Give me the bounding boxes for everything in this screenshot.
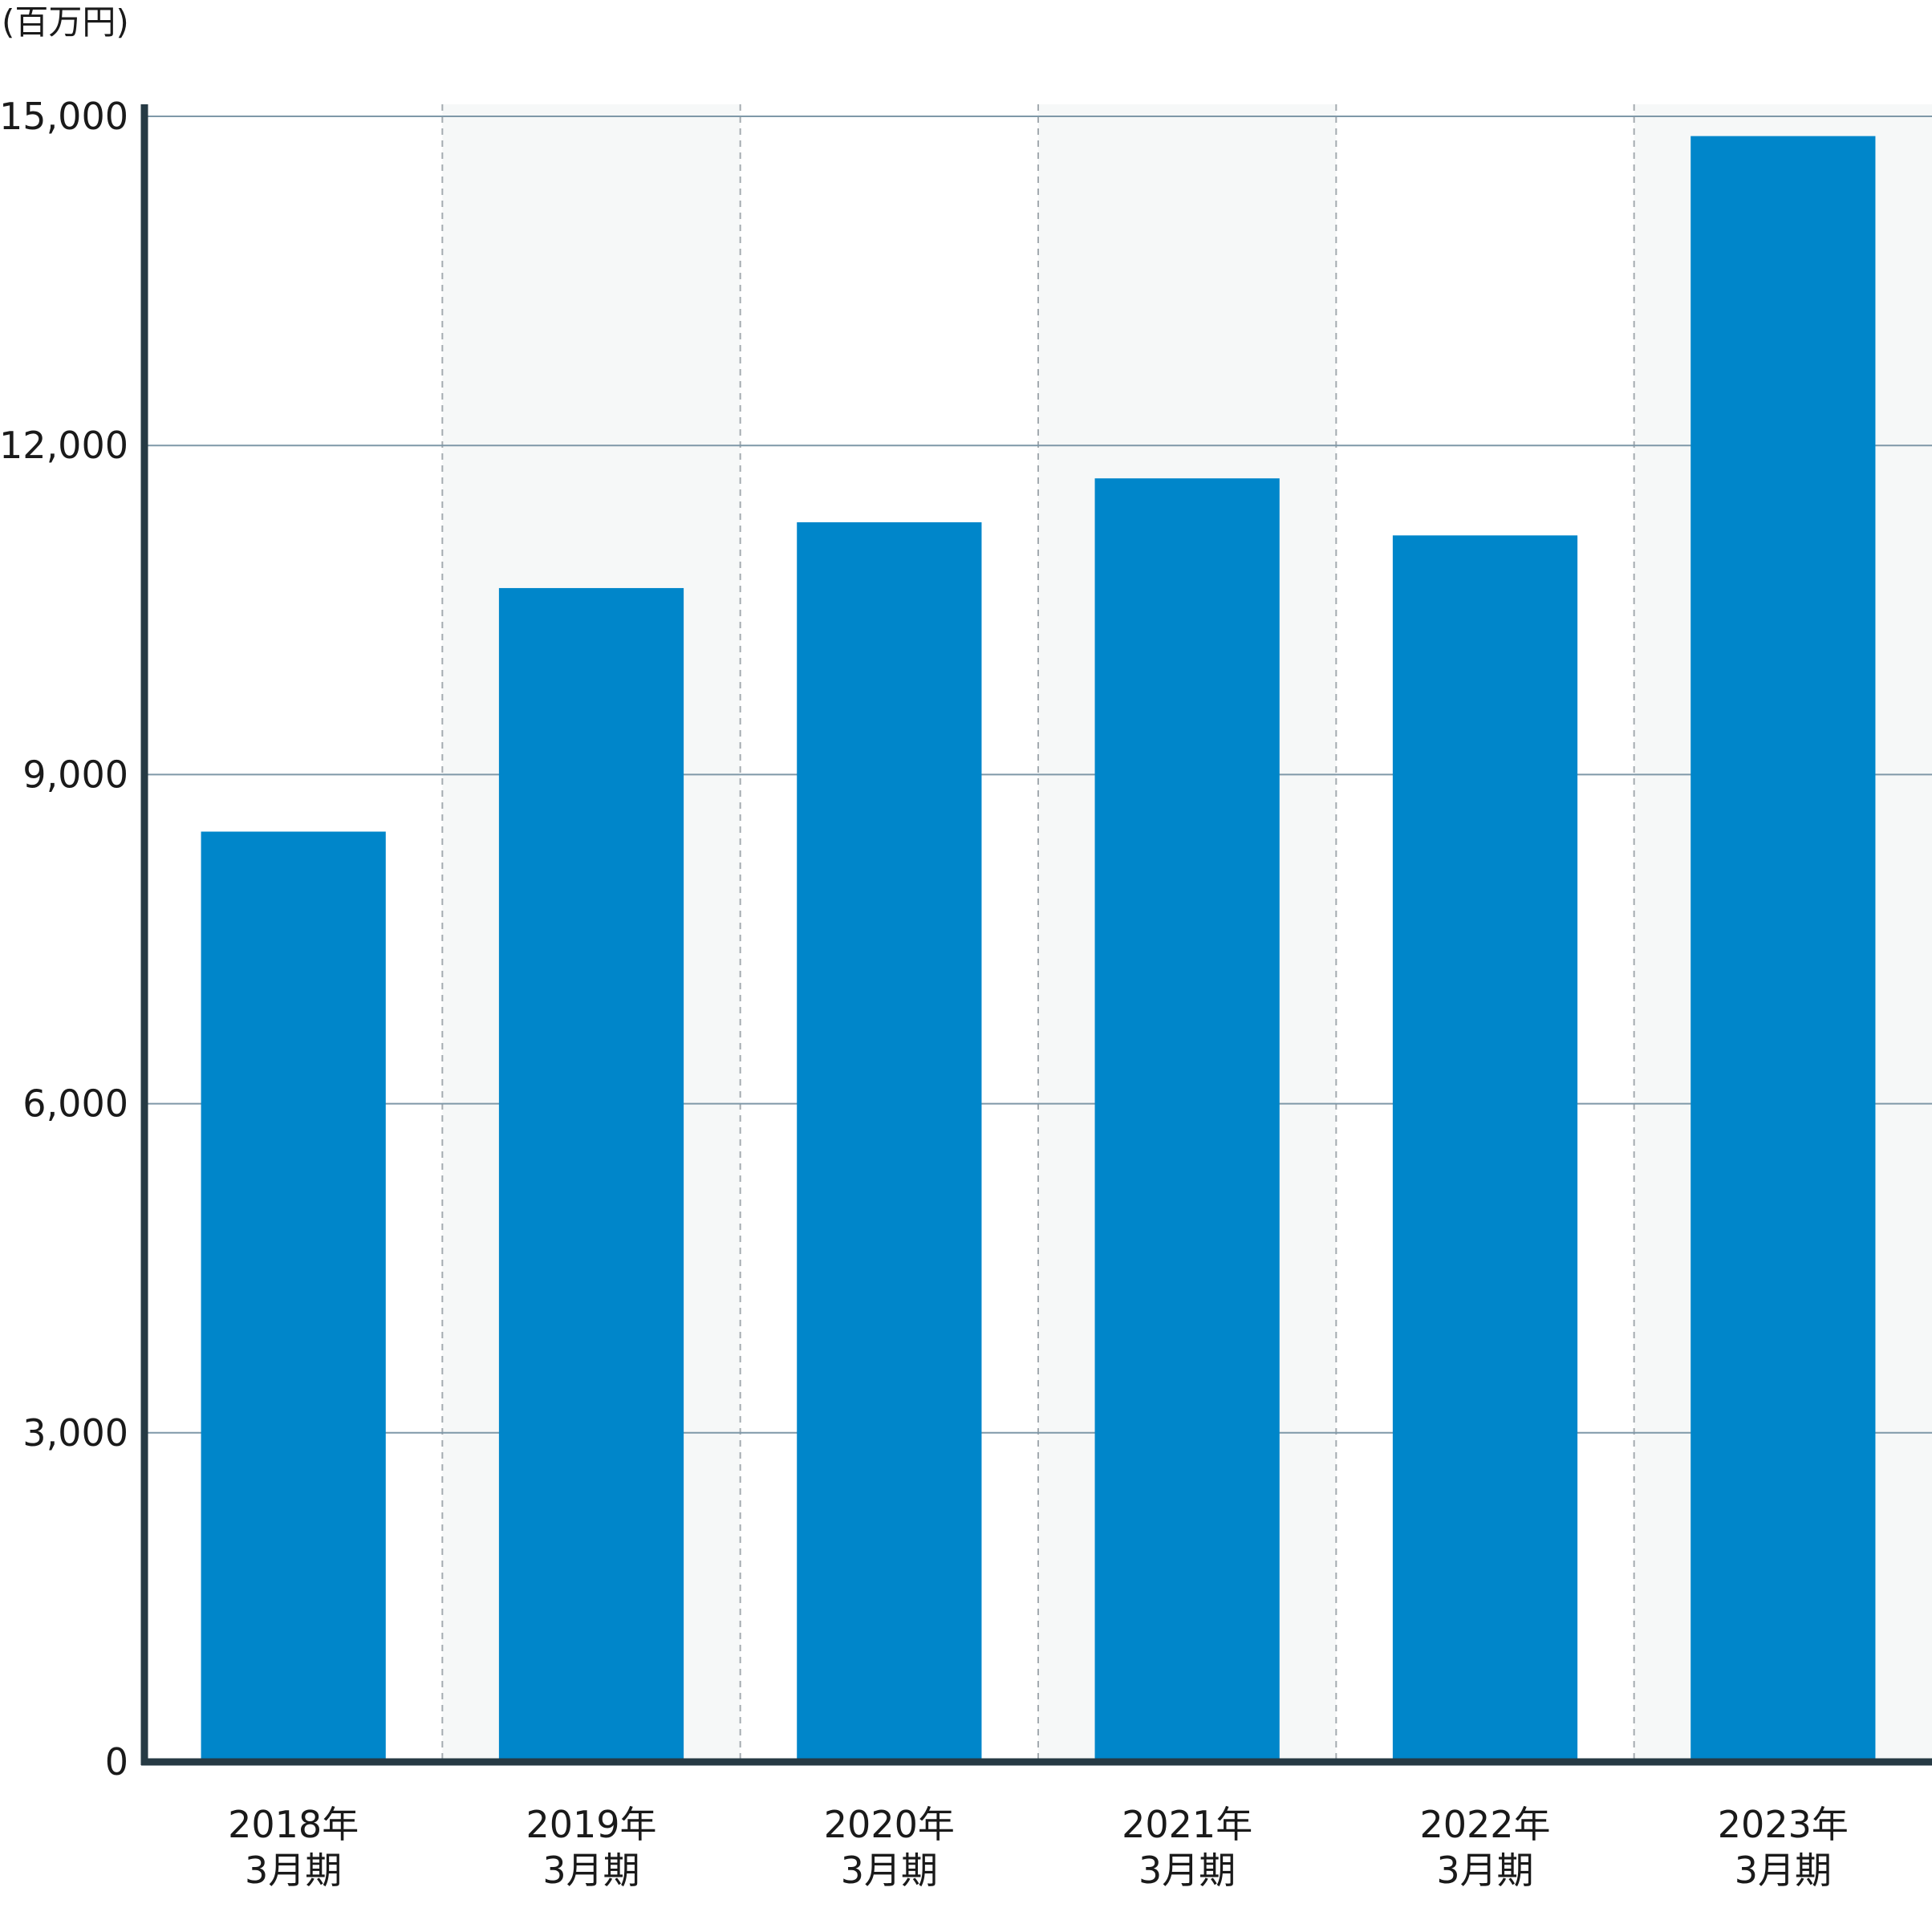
x-tick-label: 3月期: [841, 1849, 938, 1892]
bar: [201, 831, 386, 1762]
bar: [498, 587, 684, 1762]
bar: [1094, 478, 1280, 1762]
x-tick-label: 3月期: [1735, 1849, 1832, 1892]
x-tick-label: 2019年: [526, 1803, 656, 1846]
y-tick-label: 0: [105, 1740, 128, 1784]
x-tick-label: 2021年: [1122, 1803, 1252, 1846]
x-tick-label: 3月期: [1436, 1849, 1533, 1892]
y-tick-label: 15,000: [0, 95, 128, 138]
x-category-labels: 2018年3月期2019年3月期2020年3月期2021年3月期2022年3月期…: [228, 1803, 1849, 1892]
x-tick-label: 3月期: [542, 1849, 639, 1892]
bar: [1392, 535, 1578, 1763]
gridlines: [144, 116, 1932, 1434]
x-tick-label: 2022年: [1419, 1803, 1550, 1846]
axes: [140, 104, 1932, 1766]
y-tick-label: 9,000: [22, 753, 128, 796]
x-tick-label: 2023年: [1718, 1803, 1849, 1846]
x-tick-label: 3月期: [245, 1849, 342, 1892]
x-tick-label: 2018年: [228, 1803, 359, 1846]
bar: [797, 522, 982, 1762]
bar: [1690, 136, 1876, 1762]
y-tick-label: 3,000: [22, 1411, 128, 1455]
x-tick-label: 2020年: [824, 1803, 955, 1846]
x-tick-label: 3月期: [1138, 1849, 1236, 1892]
y-tick-label: 12,000: [0, 424, 128, 467]
bars: [201, 136, 1876, 1763]
y-tick-labels: 0 3,000 6,000 9,000 12,000 15,000: [0, 95, 128, 1784]
unit-label: (百万円): [2, 2, 129, 42]
y-tick-label: 6,000: [22, 1082, 128, 1126]
